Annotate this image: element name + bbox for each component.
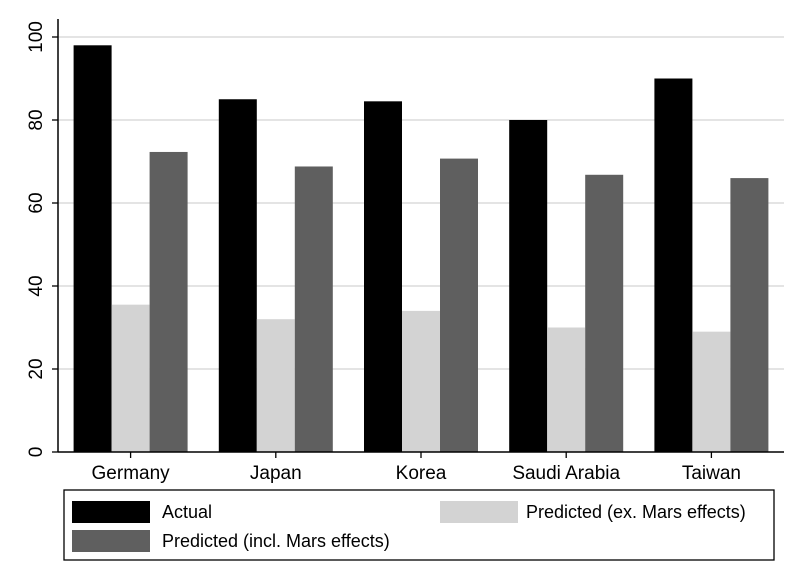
- bar-japan-3: [294, 166, 333, 453]
- legend-swatch: [72, 501, 150, 523]
- bar-korea-3: [440, 158, 478, 452]
- y-tick-label: 80: [26, 109, 47, 130]
- bar-taiwan-1: [654, 78, 693, 452]
- bars: [73, 45, 769, 453]
- legend: Actual Predicted (ex. Mars effects) Predic…: [63, 489, 775, 561]
- bar-saudi-arabia-1: [509, 120, 548, 452]
- y-tick-label: 0: [26, 447, 47, 458]
- bar-germany-2: [111, 304, 150, 452]
- y-tick-label: 40: [26, 275, 47, 296]
- bar-saudi-arabia-3: [585, 174, 624, 452]
- legend-swatch: [440, 501, 518, 523]
- legend-label: Actual: [162, 502, 212, 522]
- legend-swatch: [72, 530, 150, 552]
- y-tick-label: 100: [26, 21, 47, 53]
- legend-box: [63, 489, 775, 561]
- bar-korea-2: [402, 310, 440, 452]
- bar-germany-3: [149, 151, 188, 452]
- legend-label: Predicted (incl. Mars effects): [162, 531, 390, 551]
- bar-taiwan-2: [692, 331, 731, 452]
- legend-label: Predicted (ex. Mars effects): [526, 502, 746, 522]
- x-tick-label: Taiwan: [682, 463, 741, 484]
- x-tick-label: Japan: [250, 463, 302, 484]
- bar-japan-1: [218, 99, 257, 452]
- bar-korea-1: [364, 101, 402, 452]
- x-tick-label: Saudi Arabia: [512, 463, 620, 484]
- bar-germany-1: [73, 45, 112, 453]
- y-tick-label: 20: [26, 358, 47, 379]
- bar-taiwan-3: [730, 178, 769, 452]
- x-tick-label: Germany: [92, 463, 171, 484]
- bar-saudi-arabia-2: [547, 327, 586, 452]
- axes: Germany Japan Korea Saudi Arabia Taiwan 0 20 40…: [26, 19, 784, 484]
- bar-japan-2: [256, 319, 295, 452]
- x-tick-label: Korea: [396, 463, 447, 484]
- y-tick-label: 60: [26, 192, 47, 213]
